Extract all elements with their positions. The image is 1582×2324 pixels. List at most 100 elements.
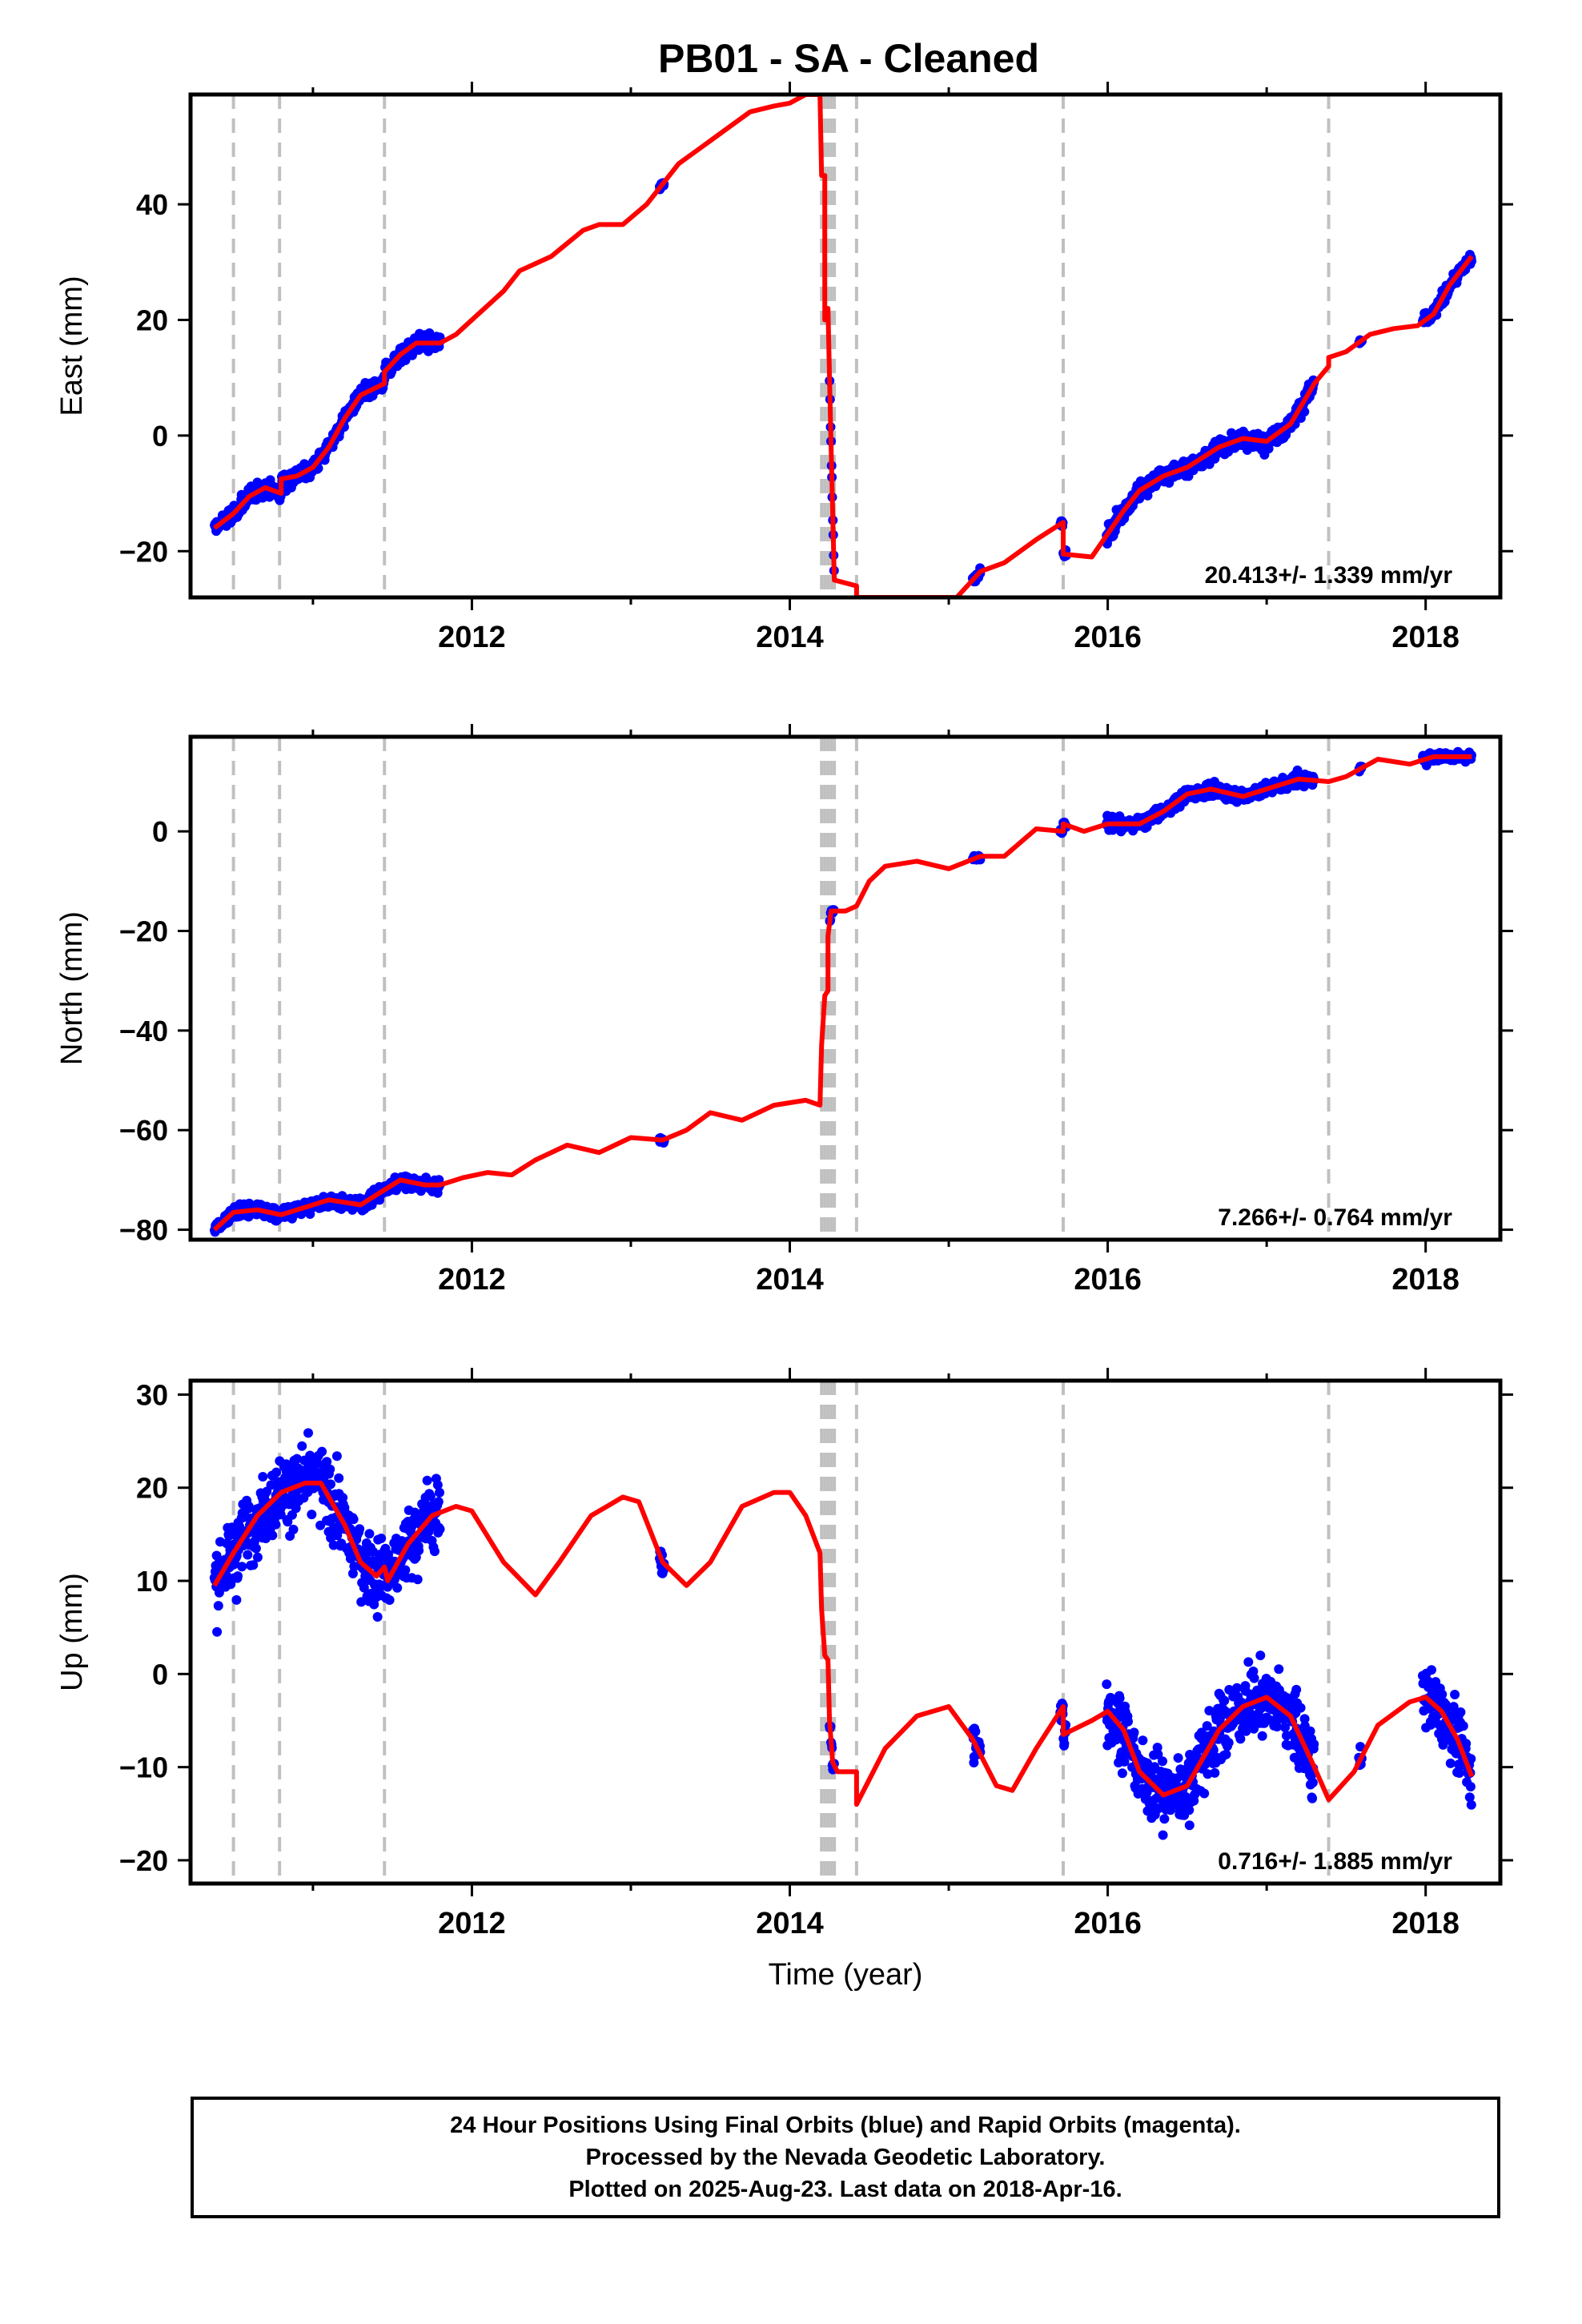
y-axis-label: Up (mm) (55, 1573, 89, 1691)
data-point (1257, 1731, 1267, 1741)
data-point (297, 1441, 307, 1451)
data-point (1153, 1749, 1163, 1759)
data-point (1203, 1769, 1213, 1779)
model-fit-line (212, 754, 1472, 1232)
data-point (1114, 1693, 1125, 1703)
data-point (361, 1550, 371, 1560)
data-point (1202, 1721, 1212, 1731)
data-point (1291, 1684, 1302, 1695)
data-point (1204, 1706, 1215, 1716)
x-tick-label: 2012 (438, 1263, 506, 1297)
footer-line-1: 24 Hour Positions Using Final Orbits (bl… (450, 2113, 1241, 2138)
data-points (209, 1428, 1476, 1840)
data-point (251, 1543, 261, 1554)
x-tick-label: 2018 (1391, 621, 1460, 654)
data-point (1307, 1778, 1318, 1787)
footer-line-2: Processed by the Nevada Geodetic Laborat… (585, 2145, 1106, 2170)
data-point (1305, 1726, 1315, 1736)
y-tick-label: −20 (119, 1844, 168, 1877)
data-point (1138, 1735, 1148, 1746)
data-point (435, 1487, 444, 1498)
data-point (1119, 1756, 1130, 1767)
data-point (435, 1524, 445, 1534)
data-point (243, 1550, 253, 1560)
data-point (376, 1534, 387, 1543)
data-point (275, 1510, 286, 1520)
data-point (1256, 1703, 1267, 1714)
data-point (213, 1601, 223, 1611)
y-tick-label: 30 (136, 1378, 168, 1411)
data-point (1466, 1799, 1476, 1810)
data-point (347, 1568, 358, 1578)
model-fit-line (212, 1480, 1475, 1807)
data-point (1158, 1830, 1168, 1840)
x-tick-label: 2016 (1074, 621, 1142, 654)
data-point (322, 1457, 332, 1467)
data-point (412, 1574, 423, 1585)
data-point (1199, 1788, 1210, 1799)
data-point (317, 1446, 327, 1457)
data-point (212, 1626, 223, 1637)
data-point (1299, 1714, 1310, 1724)
data-point (372, 1612, 383, 1622)
y-axis-label: North (mm) (55, 911, 89, 1065)
y-tick-label: 20 (136, 304, 168, 337)
data-point (1142, 1758, 1152, 1768)
data-point (1232, 1683, 1242, 1693)
data-point (1450, 1690, 1460, 1699)
data-point (326, 1479, 335, 1490)
y-tick-label: −10 (119, 1751, 168, 1784)
data-point (252, 1552, 263, 1562)
data-point (258, 1472, 268, 1482)
footer-line-3: Plotted on 2025-Aug-23. Last data on 201… (568, 2177, 1122, 2202)
data-point (1437, 1689, 1447, 1699)
y-tick-label: −60 (119, 1114, 168, 1147)
data-point (1102, 1679, 1112, 1690)
footer-caption-box: 24 Hour Positions Using Final Orbits (bl… (191, 2097, 1500, 2218)
rate-annotation: 20.413+/- 1.339 mm/yr (1205, 562, 1453, 589)
panel-frame (188, 92, 1503, 600)
data-point (1466, 1754, 1476, 1764)
y-tick-label: −80 (119, 1214, 168, 1247)
data-point (1223, 1738, 1234, 1748)
x-tick-label: 2012 (438, 621, 506, 654)
data-point (248, 1560, 259, 1570)
x-tick-label: 2014 (756, 1263, 824, 1297)
panel-north: 2012 2014 2016 2018 −80 −60 −40 −20 0 North (mm) 7… (55, 724, 1513, 1297)
data-point (334, 1473, 344, 1483)
data-point (307, 1510, 317, 1520)
x-tick-label: 2014 (756, 1907, 824, 1940)
y-tick-label: 20 (136, 1472, 168, 1505)
data-point (1465, 1782, 1476, 1791)
data-point (281, 1459, 291, 1470)
data-point (1123, 1716, 1133, 1727)
y-axis-label: East (mm) (55, 275, 89, 416)
y-tick-label: 0 (152, 420, 168, 452)
model-fit-line (212, 94, 1474, 597)
panel-east: 2012 2014 2016 2018 −20 0 20 40 East (mm) 20.413+… (55, 82, 1513, 654)
x-tick-label: 2014 (756, 621, 824, 654)
data-point (433, 1497, 444, 1507)
data-point (432, 1480, 443, 1490)
y-tick-label: 0 (152, 815, 168, 848)
rate-annotation: 7.266+/- 0.764 mm/yr (1218, 1204, 1452, 1231)
data-point (1454, 1768, 1464, 1778)
data-point (267, 1530, 278, 1541)
break-lines (231, 94, 1331, 597)
data-point (250, 1536, 259, 1546)
x-tick-label: 2018 (1391, 1907, 1460, 1940)
data-point (331, 1451, 342, 1462)
rate-annotation: 0.716+/- 1.885 mm/yr (1218, 1848, 1452, 1875)
data-point (1117, 1768, 1127, 1779)
data-point (422, 1475, 432, 1486)
data-point (1184, 1805, 1195, 1815)
data-point (369, 1599, 379, 1610)
data-point (1461, 1739, 1472, 1749)
data-point (355, 1524, 365, 1534)
data-point (1295, 1703, 1306, 1713)
data-point (1059, 1739, 1070, 1749)
data-point (348, 1514, 359, 1525)
data-point (288, 1524, 299, 1534)
data-point (1309, 1739, 1319, 1749)
